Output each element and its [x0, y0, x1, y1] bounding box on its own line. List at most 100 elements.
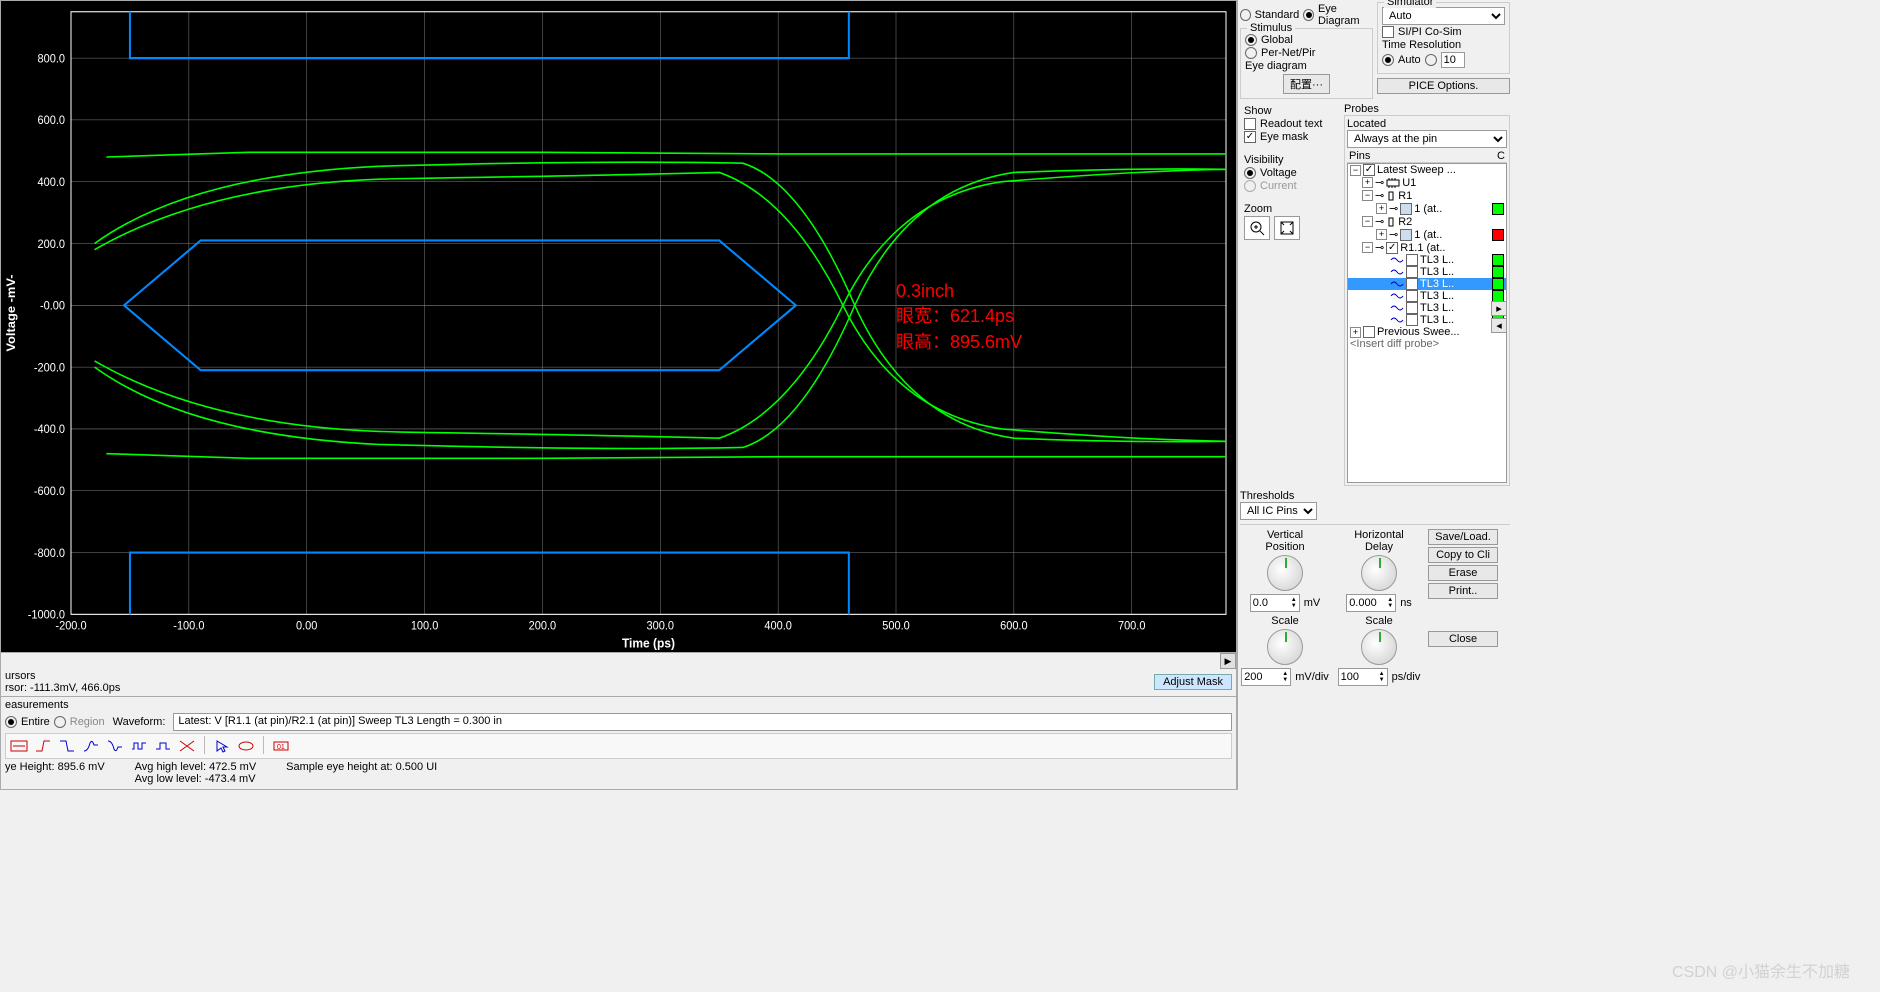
- zoom-in-button[interactable]: [1244, 216, 1270, 240]
- auto-res-radio[interactable]: [1382, 54, 1394, 66]
- simulator-legend: Simulator: [1384, 0, 1436, 8]
- tool-crossing-icon[interactable]: [176, 736, 198, 756]
- show-label: Show: [1244, 105, 1336, 117]
- svg-text:600.0: 600.0: [1000, 620, 1027, 632]
- vert-pos-input[interactable]: 0.0▲▼: [1250, 594, 1300, 612]
- tool-eye-icon[interactable]: [235, 736, 257, 756]
- stimulus-legend: Stimulus: [1247, 22, 1295, 34]
- tree-tl3-6[interactable]: TL3 L..: [1348, 314, 1506, 326]
- scroll-right-arrow[interactable]: ▶: [1220, 653, 1236, 669]
- simulator-select[interactable]: Auto: [1382, 7, 1505, 25]
- readout-checkbox[interactable]: [1244, 118, 1256, 130]
- svg-text:-100.0: -100.0: [173, 620, 204, 632]
- eye-diagram-label: Eye Diagram: [1318, 3, 1373, 27]
- tool-eyewidth-icon[interactable]: [8, 736, 30, 756]
- region-radio[interactable]: [54, 716, 66, 728]
- global-radio[interactable]: [1245, 34, 1257, 46]
- tree-u1[interactable]: +⊸U1: [1348, 176, 1506, 189]
- config-button[interactable]: 配置···: [1283, 74, 1330, 94]
- tree-tl3-1[interactable]: TL3 L..: [1348, 254, 1506, 266]
- tool-settings-icon[interactable]: 01: [270, 736, 292, 756]
- auto-res-label: Auto: [1398, 54, 1421, 66]
- print-button[interactable]: Print..: [1428, 583, 1498, 599]
- probe-tree[interactable]: −Latest Sweep ... +⊸U1 −⊸R1 +⊸1 (at.. −⊸…: [1347, 163, 1507, 483]
- eye-height-value: ye Height: 895.6 mV: [5, 761, 105, 785]
- tool-period-icon[interactable]: [128, 736, 150, 756]
- tree-r2-pin[interactable]: +⊸1 (at..: [1348, 228, 1506, 241]
- current-radio[interactable]: [1244, 180, 1256, 192]
- tree-right-button[interactable]: ▸: [1491, 301, 1507, 316]
- pernet-radio[interactable]: [1245, 47, 1257, 59]
- tool-pulse-icon[interactable]: [152, 736, 174, 756]
- eye-diagram-text: Eye diagram: [1245, 60, 1368, 72]
- tree-r2[interactable]: −⊸R2: [1348, 215, 1506, 228]
- voltage-label: Voltage: [1260, 167, 1297, 179]
- adjust-mask-button[interactable]: Adjust Mask: [1154, 674, 1232, 690]
- tree-tl3-4[interactable]: TL3 L..: [1348, 290, 1506, 302]
- eyemask-label: Eye mask: [1260, 131, 1308, 143]
- horizontal-delay-dial[interactable]: [1361, 555, 1397, 591]
- sipi-checkbox[interactable]: [1382, 26, 1394, 38]
- hscale-unit: ps/div: [1392, 671, 1421, 683]
- vertical-scale-dial[interactable]: [1267, 629, 1303, 665]
- sipi-label: SI/PI Co-Sim: [1398, 26, 1462, 38]
- h-scale-input[interactable]: 100▲▼: [1338, 668, 1388, 686]
- avg-low-value: Avg low level: -473.4 mV: [135, 773, 256, 785]
- sample-eye-value: Sample eye height at: 0.500 UI: [286, 761, 437, 785]
- tool-rise-icon[interactable]: [32, 736, 54, 756]
- svg-text:-600.0: -600.0: [34, 486, 65, 498]
- waveform-select[interactable]: Latest: V [R1.1 (at pin)/R2.1 (at pin)] …: [173, 713, 1232, 731]
- tree-r1[interactable]: −⊸R1: [1348, 189, 1506, 202]
- tool-cursor-icon[interactable]: [211, 736, 233, 756]
- svg-text:-200.0: -200.0: [55, 620, 86, 632]
- voltage-radio[interactable]: [1244, 167, 1256, 179]
- svg-text:800.0: 800.0: [38, 53, 65, 65]
- close-button[interactable]: Close: [1428, 631, 1498, 647]
- res-input[interactable]: [1441, 52, 1465, 68]
- eye-diagram-radio[interactable]: [1303, 9, 1314, 21]
- tree-r11[interactable]: −⊸R1.1 (at..: [1348, 241, 1506, 254]
- cursor-readout: rsor: -111.3mV, 466.0ps: [5, 682, 120, 694]
- pernet-label: Per-Net/Pir: [1261, 47, 1315, 59]
- tool-overshoot-icon[interactable]: [80, 736, 102, 756]
- hd-unit: ns: [1400, 597, 1412, 609]
- tree-previous[interactable]: +Previous Swee...: [1348, 326, 1506, 338]
- located-label: Located: [1347, 118, 1507, 130]
- vert-pos-label: Vertical Position: [1265, 529, 1304, 553]
- svg-text:200.0: 200.0: [529, 620, 556, 632]
- v-scale-input[interactable]: 200▲▼: [1241, 668, 1291, 686]
- thresholds-select[interactable]: All IC Pins: [1240, 502, 1317, 520]
- eye-diagram-plot[interactable]: -200.0-100.00.00100.0200.0300.0400.0500.…: [1, 1, 1236, 652]
- svg-text:Time (ps): Time (ps): [622, 636, 675, 651]
- erase-button[interactable]: Erase: [1428, 565, 1498, 581]
- tree-insert-probe[interactable]: <Insert diff probe>: [1348, 338, 1506, 350]
- probes-label: Probes: [1344, 103, 1510, 115]
- pice-options-button[interactable]: PICE Options.: [1377, 78, 1510, 94]
- svg-text:-0.00: -0.00: [40, 300, 65, 312]
- plot-h-scrollbar[interactable]: ▶: [1, 652, 1236, 668]
- tree-tl3-3[interactable]: TL3 L..: [1348, 278, 1506, 290]
- vertical-position-dial[interactable]: [1267, 555, 1303, 591]
- svg-text:400.0: 400.0: [764, 620, 791, 632]
- tree-tl3-2[interactable]: TL3 L..: [1348, 266, 1506, 278]
- entire-radio[interactable]: [5, 716, 17, 728]
- tree-r1-pin[interactable]: +⊸1 (at..: [1348, 202, 1506, 215]
- tree-left-button[interactable]: ◂: [1491, 318, 1507, 333]
- horizontal-scale-dial[interactable]: [1361, 629, 1397, 665]
- tree-latest[interactable]: −Latest Sweep ...: [1348, 164, 1506, 176]
- zoom-fit-button[interactable]: [1274, 216, 1300, 240]
- horiz-delay-input[interactable]: 0.000▲▼: [1346, 594, 1396, 612]
- save-load-button[interactable]: Save/Load.: [1428, 529, 1498, 545]
- vscale-unit: mV/div: [1295, 671, 1329, 683]
- manual-res-radio[interactable]: [1425, 54, 1437, 66]
- located-select[interactable]: Always at the pin: [1347, 130, 1507, 148]
- svg-text:600.0: 600.0: [38, 115, 65, 127]
- copy-clipboard-button[interactable]: Copy to Cli: [1428, 547, 1498, 563]
- tool-fall-icon[interactable]: [56, 736, 78, 756]
- region-label: Region: [70, 716, 105, 728]
- tool-undershoot-icon[interactable]: [104, 736, 126, 756]
- tree-tl3-5[interactable]: TL3 L..: [1348, 302, 1506, 314]
- standard-radio[interactable]: [1240, 9, 1251, 21]
- pins-header: Pins: [1349, 150, 1370, 162]
- eyemask-checkbox[interactable]: [1244, 131, 1256, 143]
